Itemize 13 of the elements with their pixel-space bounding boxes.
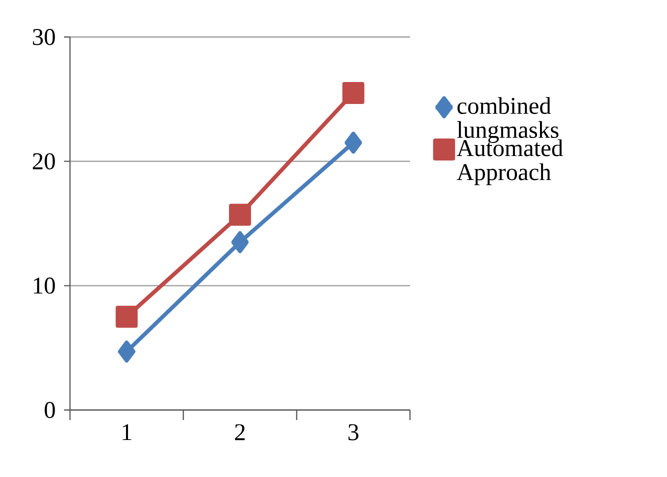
point — [342, 82, 364, 104]
point — [229, 204, 251, 226]
point — [116, 306, 138, 328]
x-tick-label: 3 — [348, 424, 358, 440]
y-tick-label: 10 — [34, 278, 55, 294]
y-tick-label: 20 — [32, 153, 55, 170]
point — [231, 231, 249, 254]
x-tick-label: 2 — [235, 424, 245, 440]
y-tick-label: 0 — [44, 402, 55, 418]
y-tick-label: 30 — [32, 28, 55, 46]
x-tick-label: 1 — [122, 424, 132, 440]
point — [118, 340, 136, 363]
point — [344, 132, 362, 154]
